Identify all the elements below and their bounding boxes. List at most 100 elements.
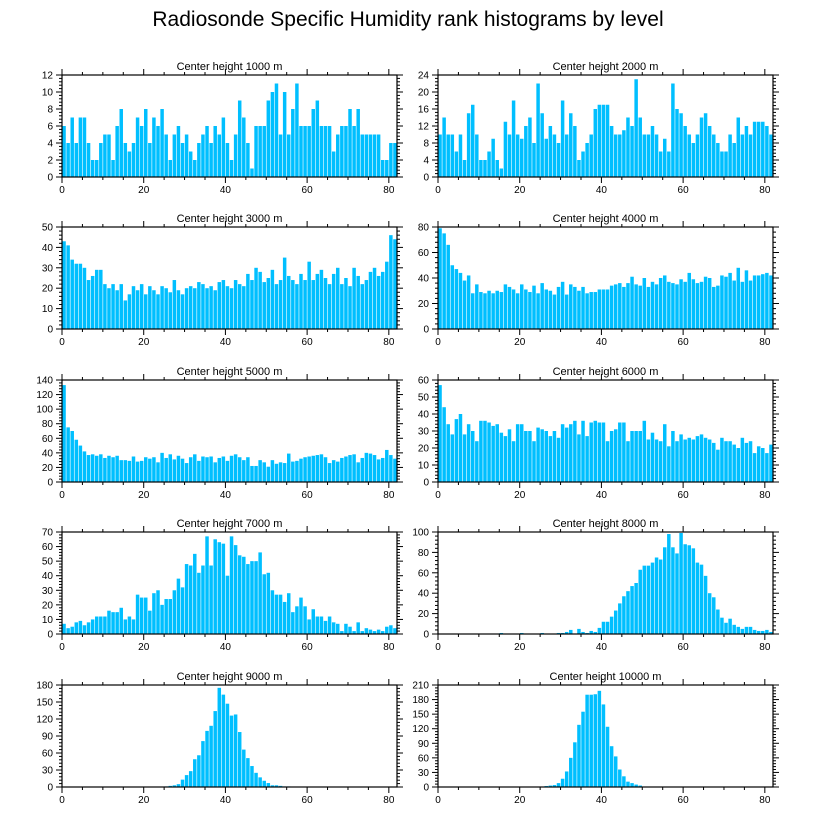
histogram-bar xyxy=(601,289,606,329)
histogram-bar xyxy=(618,769,622,787)
histogram-bar xyxy=(225,575,230,634)
histogram-bar xyxy=(295,284,299,329)
histogram-bar xyxy=(626,283,630,329)
histogram-bar xyxy=(135,117,140,177)
histogram-bar xyxy=(756,275,761,329)
histogram-bar xyxy=(495,160,499,177)
histogram-bar xyxy=(352,126,356,177)
histogram-bar xyxy=(716,449,720,482)
histogram-bar xyxy=(258,271,262,329)
x-tick-label: 60 xyxy=(678,337,690,348)
x-tick-label: 0 xyxy=(435,795,441,806)
histogram-bar xyxy=(699,564,704,634)
panel-title: Center height 7000 m xyxy=(177,518,283,530)
histogram-bar xyxy=(270,590,275,634)
histogram-bar xyxy=(585,293,589,329)
histogram-bar xyxy=(548,126,553,177)
histogram-bar xyxy=(442,117,446,177)
histogram-bar xyxy=(552,431,557,482)
histogram-bar xyxy=(99,269,103,329)
histogram-bar xyxy=(479,160,483,177)
histogram-panel: Center height 8000 m 0 20 40 60 80 0 20 40 60 80 10… xyxy=(412,518,779,653)
x-tick-label: 80 xyxy=(383,795,395,806)
histogram-bar xyxy=(658,278,663,329)
histogram-bar xyxy=(720,151,724,177)
histogram-bar xyxy=(274,83,279,177)
histogram-bar xyxy=(193,759,197,787)
y-tick-label: 10 xyxy=(418,461,430,472)
histogram-bar xyxy=(82,451,87,482)
histogram-bar xyxy=(556,437,561,482)
y-tick-label: 150 xyxy=(412,710,429,721)
histogram-bar xyxy=(246,273,250,329)
histogram-bar xyxy=(601,704,606,787)
histogram-bar xyxy=(193,160,197,177)
histogram-bar xyxy=(389,235,393,329)
histogram-bar xyxy=(348,626,352,634)
histogram-bar xyxy=(728,618,732,634)
histogram-bar xyxy=(716,143,720,177)
histogram-bar xyxy=(487,290,491,329)
histogram-bar xyxy=(769,275,773,329)
histogram-bar xyxy=(319,616,324,634)
histogram-bar xyxy=(74,143,79,177)
histogram-bar xyxy=(180,458,185,482)
y-tick-label: 20 xyxy=(42,463,54,474)
histogram-bar xyxy=(752,121,757,177)
histogram-bar xyxy=(385,261,389,329)
histogram-bar xyxy=(103,616,107,634)
histogram-bar xyxy=(336,134,340,177)
y-tick-label: 4 xyxy=(47,139,53,150)
histogram-bar xyxy=(728,134,732,177)
histogram-bar xyxy=(650,281,655,329)
histogram-bar xyxy=(744,126,749,177)
histogram-bar xyxy=(197,460,201,482)
histogram-bar xyxy=(99,616,103,634)
histogram-bar xyxy=(544,431,549,482)
histogram-bar xyxy=(573,126,577,177)
histogram-bar xyxy=(605,441,610,482)
histogram-bar xyxy=(618,422,622,482)
histogram-bar xyxy=(662,424,667,482)
histogram-bar xyxy=(589,292,593,329)
histogram-bar xyxy=(712,597,716,634)
x-tick-label: 40 xyxy=(220,490,232,501)
histogram-bar xyxy=(250,561,254,634)
histogram-bar xyxy=(515,424,520,482)
histogram-bar xyxy=(520,138,524,177)
histogram-bar xyxy=(544,289,549,329)
x-tick-label: 60 xyxy=(678,642,690,653)
histogram-bar xyxy=(556,286,561,329)
histogram-bar xyxy=(340,457,344,482)
panel-title: Center height 4000 m xyxy=(553,213,659,225)
histogram-bar xyxy=(90,619,95,634)
histogram-bar xyxy=(724,622,728,634)
histogram-bar xyxy=(229,288,234,329)
histogram-bar xyxy=(732,280,736,329)
x-tick-label: 40 xyxy=(596,642,608,653)
histogram-bar xyxy=(70,259,74,329)
histogram-bar xyxy=(573,286,577,329)
histogram-bar xyxy=(164,134,168,177)
histogram-bar xyxy=(99,454,103,482)
histogram-bar xyxy=(552,785,557,787)
histogram-bar xyxy=(172,785,177,787)
histogram-bar xyxy=(744,626,749,634)
histogram-bar xyxy=(524,126,528,177)
histogram-bar xyxy=(213,290,217,329)
x-tick-label: 20 xyxy=(138,795,150,806)
histogram-bar xyxy=(744,442,749,482)
histogram-bar xyxy=(528,292,532,329)
y-tick-label: 90 xyxy=(418,739,430,750)
histogram-bar xyxy=(295,460,299,482)
histogram-bar xyxy=(544,138,549,177)
histogram-bar xyxy=(683,439,687,482)
x-tick-label: 80 xyxy=(383,490,395,501)
histogram-bar xyxy=(658,441,663,482)
histogram-bar xyxy=(205,730,209,787)
histogram-bar xyxy=(225,703,230,787)
histogram-bar xyxy=(266,466,271,482)
x-tick-label: 60 xyxy=(302,642,314,653)
histogram-bar xyxy=(556,783,561,787)
